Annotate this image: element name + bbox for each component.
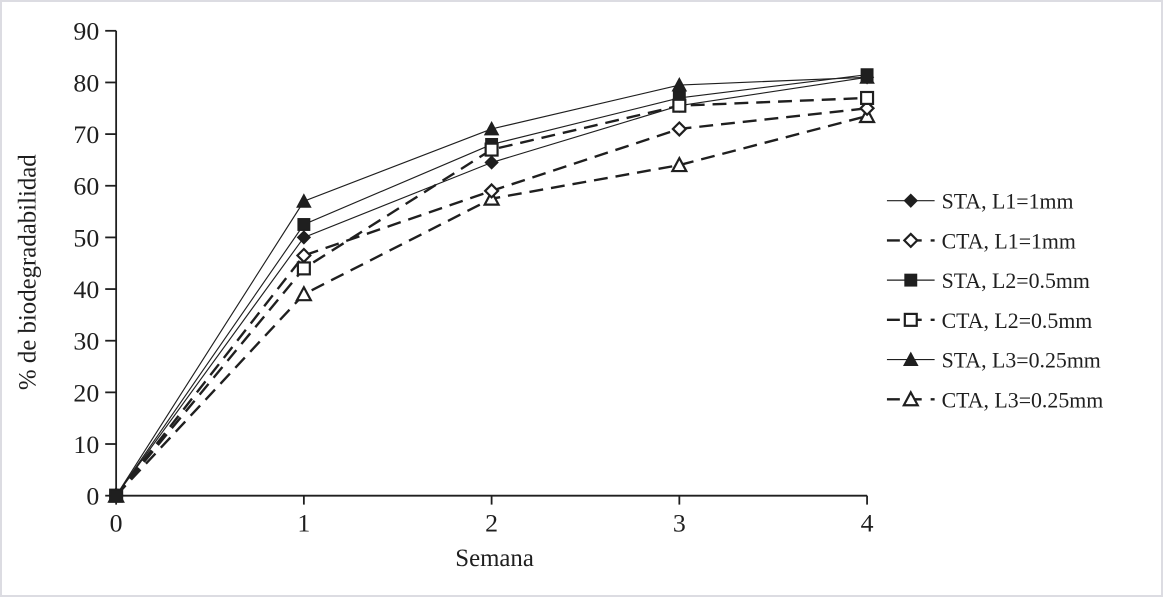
legend-marker-triangle-filled bbox=[902, 351, 919, 367]
marker-square-open bbox=[484, 142, 499, 157]
marker-square-open bbox=[860, 90, 875, 106]
marker-triangle-open bbox=[295, 284, 313, 302]
marker-triangle-open bbox=[670, 155, 689, 173]
y-tick-label: 20 bbox=[73, 378, 99, 407]
tick-labels: 0 10 20 30 40 50 60 70 80 90 0 1 2 3 4 bbox=[73, 17, 873, 538]
legend-label: STA, L2=0.5mm bbox=[942, 269, 1090, 293]
series-markers bbox=[107, 68, 876, 504]
axes bbox=[105, 29, 868, 505]
legend-marker-triangle-open bbox=[901, 390, 920, 407]
marker-square-filled bbox=[860, 68, 874, 82]
y-tick-label: 0 bbox=[86, 482, 99, 511]
series-lines bbox=[115, 74, 868, 497]
marker-diamond-open bbox=[483, 182, 500, 199]
legend-entry: CTA, L3=0.25mm bbox=[886, 388, 1104, 412]
legend-label: CTA, L1=1mm bbox=[942, 229, 1076, 253]
legend-label: STA, L1=1mm bbox=[942, 190, 1074, 214]
y-tick-label: 70 bbox=[73, 120, 99, 149]
marker-diamond-filled bbox=[484, 155, 499, 170]
legend-entry: STA, L3=0.25mm bbox=[886, 349, 1101, 373]
marker-diamond-open bbox=[295, 247, 312, 264]
marker-square-filled bbox=[297, 218, 311, 231]
marker-diamond-filled bbox=[296, 230, 312, 245]
series-line-sta-l2-0-5mm bbox=[115, 74, 868, 496]
legend: STA, L1=1mm CTA, L1=1mm STA, L2=0.5mm CTA, … bbox=[886, 190, 1104, 412]
marker-triangle-filled bbox=[296, 193, 312, 208]
y-axis-title: % de biodegradabilidad bbox=[15, 154, 42, 390]
legend-marker-square-open bbox=[903, 312, 918, 327]
x-tick-label: 0 bbox=[110, 508, 123, 537]
series-line-cta-l2-0-5mm bbox=[115, 96, 868, 497]
legend-marker-square-filled bbox=[904, 273, 918, 287]
y-tick-label: 90 bbox=[73, 17, 99, 46]
y-tick-label: 50 bbox=[73, 223, 99, 252]
marker-diamond-open bbox=[859, 100, 876, 117]
marker-triangle-filled bbox=[671, 77, 688, 92]
x-tick-label: 3 bbox=[673, 508, 686, 537]
marker-square-open bbox=[296, 261, 311, 276]
y-tick-label: 60 bbox=[73, 172, 99, 201]
marker-triangle-filled bbox=[483, 120, 500, 136]
legend-label: CTA, L3=0.25mm bbox=[942, 388, 1104, 412]
x-axis-title: Semana bbox=[455, 545, 534, 572]
legend-entry: CTA, L2=0.5mm bbox=[886, 309, 1093, 333]
legend-entry: STA, L1=1mm bbox=[886, 190, 1074, 214]
y-tick-label: 30 bbox=[73, 327, 99, 356]
origin-marker bbox=[109, 489, 123, 503]
legend-label: CTA, L2=0.5mm bbox=[942, 309, 1093, 333]
x-tick-label: 4 bbox=[861, 508, 874, 537]
x-tick-label: 1 bbox=[297, 508, 310, 537]
legend-entry: STA, L2=0.5mm bbox=[886, 269, 1090, 293]
legend-marker-diamond-filled bbox=[903, 193, 918, 208]
x-tick-label: 2 bbox=[485, 508, 498, 537]
marker-square-open bbox=[672, 98, 687, 113]
y-tick-label: 10 bbox=[73, 430, 99, 459]
series-line-cta-l3-0-25mm bbox=[115, 114, 868, 497]
marker-diamond-open bbox=[671, 120, 688, 137]
legend-entry: CTA, L1=1mm bbox=[886, 229, 1076, 253]
y-tick-label: 40 bbox=[73, 275, 99, 304]
legend-marker-diamond-open bbox=[902, 232, 919, 249]
legend-label: STA, L3=0.25mm bbox=[942, 349, 1101, 373]
axis-lines bbox=[115, 30, 868, 497]
y-tick-label: 80 bbox=[73, 68, 99, 97]
